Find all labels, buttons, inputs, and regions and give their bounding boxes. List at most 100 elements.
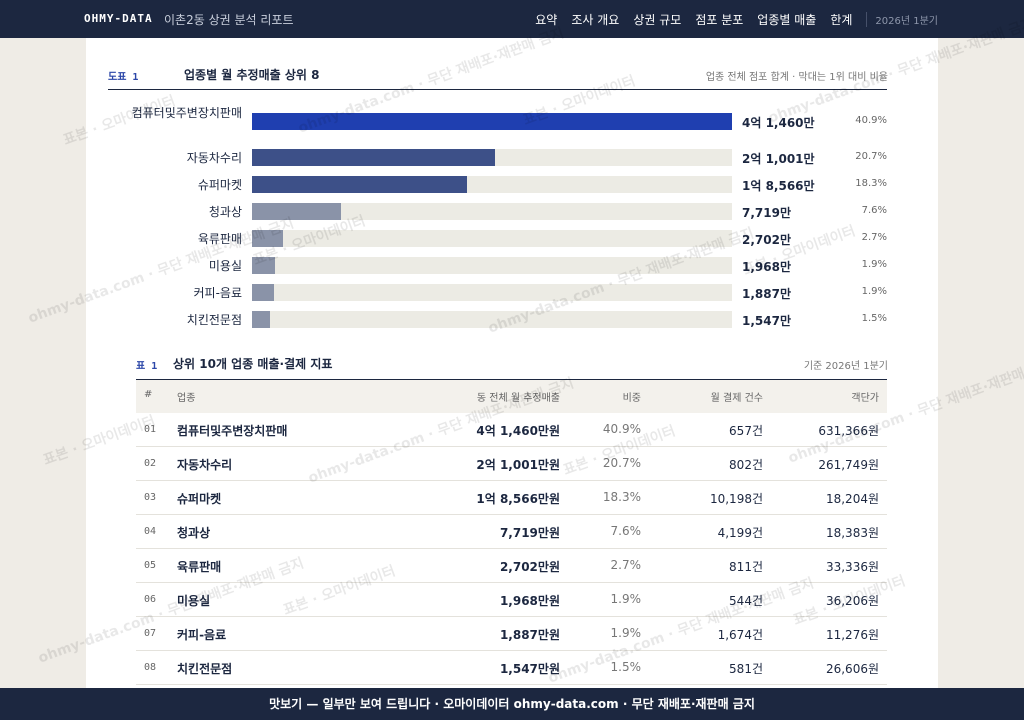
table-cell: 07 xyxy=(144,628,157,639)
table-cell: 02 xyxy=(144,458,157,469)
bar xyxy=(252,230,284,247)
category-label: 자동차수리 xyxy=(186,151,242,165)
table-cell: 05 xyxy=(144,560,157,571)
table-cell: 육류판매 xyxy=(177,560,222,574)
nav: 요약 조사 개요 상권 규모 점포 분포 업종별 매출 한계 2026년 1분기 xyxy=(535,11,938,28)
category-label: 컴퓨터및주변장치판매 xyxy=(131,106,242,120)
nav-link[interactable]: 조사 개요 xyxy=(571,13,620,27)
report-title: 이촌2동 상권 분석 리포트 xyxy=(164,13,294,27)
table-cell: 4억 1,460만원 xyxy=(476,424,560,438)
table-cell: 06 xyxy=(144,594,157,605)
nav-link[interactable]: 업종별 매출 xyxy=(757,13,817,27)
table-cell: 1.9% xyxy=(610,626,642,640)
row-divider xyxy=(136,650,887,651)
value-label: 2억 1,001만 xyxy=(742,152,815,166)
table-cell: 11,276원 xyxy=(825,628,879,642)
table-cell: 631,366원 xyxy=(818,424,879,438)
figure-title: 업종별 월 추정매출 상위 8 xyxy=(184,68,320,82)
figure-label: 도표 1 xyxy=(108,72,139,83)
nav-link[interactable]: 상권 규모 xyxy=(633,13,682,27)
category-label: 미용실 xyxy=(208,259,242,273)
table-cell: 커피-음료 xyxy=(177,628,227,642)
table-cell: 08 xyxy=(144,662,157,673)
table-cell: 1.9% xyxy=(610,592,642,606)
table-cell: 슈퍼마켓 xyxy=(177,492,222,506)
share-label: 7.6% xyxy=(861,205,887,216)
table-cell: 1.5% xyxy=(610,660,642,674)
bar-track xyxy=(252,203,732,220)
rule xyxy=(108,89,887,90)
bar xyxy=(252,284,274,301)
table-cell: 1,968만원 xyxy=(499,594,560,608)
table-cell: 18,204원 xyxy=(825,492,879,506)
table-cell: 36,206원 xyxy=(825,594,879,608)
table-cell: 04 xyxy=(144,526,157,537)
nav-link[interactable]: 점포 분포 xyxy=(695,13,744,27)
category-label: 청과상 xyxy=(208,205,242,219)
bar-track xyxy=(252,311,732,328)
bar xyxy=(252,176,467,193)
value-label: 1,547만 xyxy=(742,314,791,328)
brand[interactable]: OHMY-DATA xyxy=(84,12,153,25)
row-divider xyxy=(136,616,887,617)
value-label: 2,702만 xyxy=(742,233,791,247)
table-cell: 03 xyxy=(144,492,157,503)
category-label: 치킨전문점 xyxy=(186,313,242,327)
column-header: 객단가 xyxy=(851,393,879,404)
row-divider xyxy=(136,514,887,515)
category-label: 육류판매 xyxy=(197,232,242,246)
table-cell: 치킨전문점 xyxy=(177,662,233,676)
column-header: 비중 xyxy=(622,393,641,404)
table-cell: 811건 xyxy=(729,560,763,574)
table-cell: 자동차수리 xyxy=(177,458,233,472)
table-cell: 2.7% xyxy=(610,558,642,572)
table-cell: 2억 1,001만원 xyxy=(476,458,560,472)
table-cell: 1,887만원 xyxy=(499,628,560,642)
row-divider xyxy=(136,548,887,549)
table-cell: 802건 xyxy=(729,458,763,472)
share-label: 1.5% xyxy=(861,313,887,324)
table-cell: 544건 xyxy=(729,594,763,608)
table-cell: 10,198건 xyxy=(709,492,763,506)
table-note: 기준 2026년 1분기 xyxy=(803,361,888,372)
row-divider xyxy=(136,582,887,583)
table-cell: 7,719만원 xyxy=(499,526,560,540)
bar xyxy=(252,113,732,130)
table-cell: 7.6% xyxy=(610,524,642,538)
table-cell: 261,749원 xyxy=(818,458,879,472)
table-head-bg xyxy=(136,379,887,413)
share-label: 1.9% xyxy=(861,286,887,297)
share-label: 40.9% xyxy=(855,115,887,126)
footer: 맛보기 — 일부만 보여 드립니다 · 오마이데이터 ohmy-data.com… xyxy=(0,688,1024,720)
table-cell: 40.9% xyxy=(602,422,641,436)
row-divider xyxy=(136,446,887,447)
nav-link[interactable]: 한계 xyxy=(830,13,853,27)
bar xyxy=(252,203,342,220)
value-label: 1,887만 xyxy=(742,287,791,301)
table-cell: 20.7% xyxy=(602,456,641,470)
figure-note: 업종 전체 점포 합계 · 막대는 1위 대비 비율 xyxy=(705,72,888,83)
table-cell: 미용실 xyxy=(177,594,211,608)
table-cell: 청과상 xyxy=(177,526,211,540)
table-cell: 2,702만원 xyxy=(499,560,560,574)
table-cell: 1,674건 xyxy=(717,628,763,642)
table-cell: 581건 xyxy=(729,662,763,676)
bar xyxy=(252,149,496,166)
share-label: 20.7% xyxy=(855,151,887,162)
share-label: 1.9% xyxy=(861,259,887,270)
nav-link[interactable]: 요약 xyxy=(535,13,558,27)
share-label: 18.3% xyxy=(855,178,887,189)
bar-track xyxy=(252,284,732,301)
period: 2026년 1분기 xyxy=(866,12,938,27)
value-label: 1억 8,566만 xyxy=(742,179,815,193)
content: 도표 1 업종별 월 추정매출 상위 8 업종 전체 점포 합계 · 막대는 1위 … xyxy=(86,38,938,688)
column-header: # xyxy=(144,389,153,400)
table-cell: 26,606원 xyxy=(825,662,879,676)
top-bar: OHMY-DATA 이촌2동 상권 분석 리포트 요약 조사 개요 상권 규모 점포 … xyxy=(0,0,1024,38)
table-cell: 657건 xyxy=(729,424,763,438)
category-label: 커피-음료 xyxy=(193,286,243,300)
table-cell: 4,199건 xyxy=(717,526,763,540)
table-cell: 01 xyxy=(144,424,157,435)
table-cell: 18,383원 xyxy=(825,526,879,540)
